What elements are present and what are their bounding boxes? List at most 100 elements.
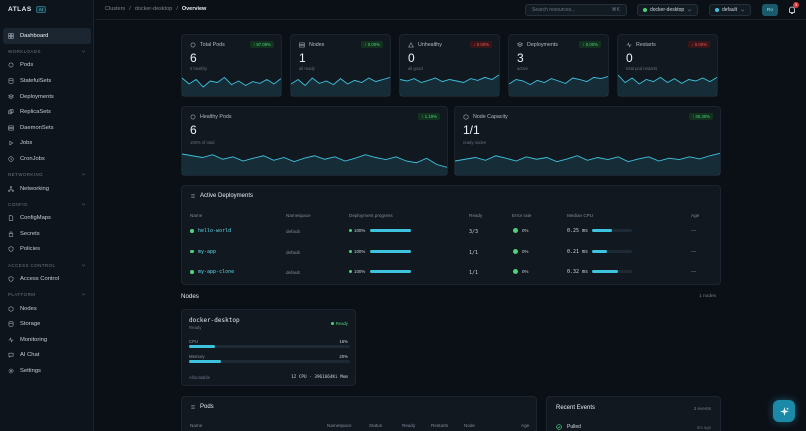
breadcrumb-cluster[interactable]: docker-desktop xyxy=(134,6,173,12)
sparkle-icon xyxy=(779,406,789,416)
progress-bar-track xyxy=(370,270,411,273)
allocatable-value: 12 CPU · 3961664Ki Mem xyxy=(291,375,348,380)
sidebar-item-settings[interactable]: Settings xyxy=(0,363,94,379)
ai-assistant-button[interactable] xyxy=(773,400,795,422)
namespace-dot xyxy=(715,8,719,12)
column-header-cpu[interactable]: Median CPU xyxy=(567,213,594,218)
column-header-node[interactable]: Node xyxy=(464,423,475,428)
wide-stat-card[interactable]: Healthy Pods ↑ 1.19% 6 100% of total xyxy=(181,106,448,176)
stat-card[interactable]: Unhealthy ↓ 0.00% 0 all good xyxy=(399,34,500,97)
play-icon xyxy=(8,140,14,146)
check-circle-icon xyxy=(556,424,562,430)
shield-check-icon xyxy=(8,276,14,282)
column-header-progress[interactable]: Deployment progress xyxy=(349,213,393,218)
deployment-name[interactable]: hello-world xyxy=(198,228,232,234)
stat-title: Nodes xyxy=(299,42,324,48)
sidebar-item-access-control[interactable]: Access Control xyxy=(0,271,94,287)
brand-logo[interactable]: ATLAS AI xyxy=(8,6,46,13)
sidebar-item-statefulsets[interactable]: StatefulSets xyxy=(0,73,94,89)
status-dot xyxy=(190,229,194,233)
column-header-age[interactable]: Age xyxy=(521,423,530,428)
sparkline xyxy=(400,74,499,96)
sidebar-item-dashboard[interactable]: Dashboard xyxy=(3,28,91,44)
section-networking[interactable]: NETWORKING xyxy=(0,169,94,181)
stat-card[interactable]: Restarts ↓ 0.00% 0 total pod restarts xyxy=(617,34,718,97)
sidebar-item-pods[interactable]: Pods xyxy=(0,58,94,74)
section-workloads[interactable]: WORKLOADS xyxy=(0,46,94,58)
context-selector[interactable]: docker-desktop xyxy=(637,4,699,16)
sidebar-item-cronjobs[interactable]: CronJobs xyxy=(0,151,94,167)
chevron-down-icon xyxy=(81,293,86,296)
bell-icon[interactable] xyxy=(787,5,797,15)
sidebar-item-daemonsets[interactable]: DaemonSets xyxy=(0,120,94,136)
search-input[interactable]: Search resources... ⌘K xyxy=(525,4,627,16)
refresh-icon xyxy=(626,42,632,48)
sidebar-item-replicasets[interactable]: ReplicaSets xyxy=(0,104,94,120)
stat-card[interactable]: Deployments ↑ 0.00% 3 active xyxy=(508,34,609,97)
deployment-namespace: default xyxy=(286,249,300,255)
column-header-name[interactable]: Name xyxy=(190,213,203,218)
section-config[interactable]: CONFIG xyxy=(0,198,94,210)
namespace-selector[interactable]: default xyxy=(709,4,752,16)
column-header-error-rate[interactable]: Error rate xyxy=(512,213,532,218)
sidebar-item-nodes[interactable]: Nodes xyxy=(0,301,94,317)
avatar[interactable]: Ro xyxy=(762,4,778,16)
sidebar-item-monitoring[interactable]: Monitoring xyxy=(0,332,94,348)
stat-card[interactable]: Nodes ↑ 0.00% 1 all ready xyxy=(290,34,391,97)
stat-card[interactable]: Total Pods ↑ 87.08% 6 6 healthy xyxy=(181,34,282,97)
section-platform[interactable]: PLATFORM xyxy=(0,289,94,301)
cpu-bar-track xyxy=(592,270,632,273)
sidebar-item-secrets[interactable]: Secrets xyxy=(0,226,94,242)
column-header-ready[interactable]: Ready xyxy=(402,423,416,428)
deployment-name[interactable]: my-app-clone xyxy=(198,269,235,275)
breadcrumb-current: Overview xyxy=(181,6,207,12)
stat-title: Unhealthy xyxy=(408,42,442,48)
error-rate: 0% xyxy=(522,248,529,254)
sidebar-item-jobs[interactable]: Jobs xyxy=(0,136,94,152)
error-rate-dot xyxy=(513,228,518,233)
stat-label: Total Pods xyxy=(200,42,225,48)
column-header-age[interactable]: Age xyxy=(691,213,700,218)
deployment-name[interactable]: my-app xyxy=(198,248,217,255)
node-card[interactable]: docker-desktop Ready Ready CPU 16% Memor… xyxy=(181,309,356,386)
cpu-bar-fill xyxy=(189,345,215,348)
sidebar-item-configmaps[interactable]: ConfigMaps xyxy=(0,210,94,226)
progress-bar-fill xyxy=(370,270,411,273)
table-row[interactable]: my-app default 100% 1/1 0% 0.21 ms — xyxy=(182,245,720,265)
sparkline xyxy=(509,76,608,96)
sidebar-item-deployments[interactable]: Deployments xyxy=(0,89,94,105)
chevron-down-icon xyxy=(81,50,86,53)
section-label: PLATFORM xyxy=(8,292,36,298)
column-header-namespace[interactable]: Namespace xyxy=(286,213,311,218)
sidebar-item-label: Settings xyxy=(20,367,41,374)
sidebar-item-label: Policies xyxy=(20,246,40,253)
event-reason[interactable]: Pulled xyxy=(567,424,581,430)
wide-stat-card[interactable]: Node Capacity ↑ 30.30% 1/1 ready nodes xyxy=(454,106,721,176)
sidebar-nav: Dashboard WORKLOADS Pods StatefulSets De… xyxy=(0,28,94,379)
breadcrumb-clusters[interactable]: Clusters xyxy=(105,6,126,12)
column-header-name[interactable]: Name xyxy=(190,423,203,428)
stat-title: Restarts xyxy=(626,42,656,48)
cpu-bar-track xyxy=(592,249,632,253)
error-rate-dot xyxy=(513,248,518,254)
progress-bar-track xyxy=(370,229,411,232)
sidebar-item-ai-chat[interactable]: AI Chat xyxy=(0,348,94,364)
sidebar-item-policies[interactable]: Policies xyxy=(0,242,94,258)
column-header-ready[interactable]: Ready xyxy=(469,213,483,218)
column-header-status[interactable]: Status xyxy=(369,423,383,428)
table-row[interactable]: my-app-clone default 100% 1/1 0% 0.32 ms… xyxy=(182,265,720,285)
column-header-namespace[interactable]: Namespace xyxy=(327,423,352,428)
layers-icon xyxy=(517,42,523,47)
sidebar-item-storage[interactable]: Storage xyxy=(0,316,94,332)
memory-value: 20% xyxy=(339,354,348,359)
stat-subtitle: 6 healthy xyxy=(190,66,207,71)
deployment-namespace: default xyxy=(286,229,300,234)
section-access[interactable]: ACCESS CONTROL xyxy=(0,259,94,271)
sidebar-item-networking[interactable]: Networking xyxy=(0,181,94,197)
column-header-restarts[interactable]: Restarts xyxy=(431,423,449,428)
chevron-down-icon xyxy=(81,203,86,206)
median-cpu: 0.32 ms xyxy=(567,269,589,275)
stat-subtitle: all good xyxy=(408,66,423,71)
status-dot xyxy=(330,322,334,325)
table-row[interactable]: hello-world default 100% 3/3 0% 0.25 ms … xyxy=(182,224,720,244)
